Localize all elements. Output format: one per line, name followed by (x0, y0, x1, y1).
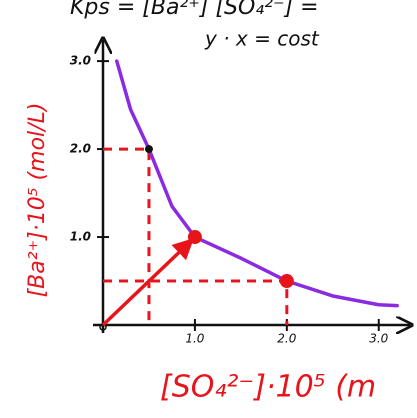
point (280, 274, 294, 288)
chart-subtitle: y · x = cost (204, 27, 320, 51)
x-tick-label: 2.0 (277, 332, 296, 346)
guide-line (103, 149, 149, 325)
x-tick-label: 1.0 (185, 332, 204, 346)
y-axis-label: [Ba²⁺]·10⁵ (mol/L) (25, 103, 50, 298)
point (145, 145, 153, 153)
point (188, 230, 202, 244)
y-tick-label: 1.0 (70, 230, 91, 244)
vector-arrow (103, 241, 191, 325)
y-tick-label: 3.0 (70, 54, 91, 68)
x-axis-label: [SO₄²⁻]·10⁵ (m (160, 370, 376, 405)
chart-title: Kps = [Ba²⁺] [SO₄²⁻] = (70, 0, 319, 20)
y-tick-label: 2.0 (70, 142, 91, 156)
curve (117, 61, 397, 306)
guide-line (103, 281, 287, 325)
page: {"chart_data": { "type": "line", "title"… (0, 0, 417, 418)
x-tick-label: 3.0 (369, 332, 388, 346)
chart: Kps = [Ba²⁺] [SO₄²⁻] = y · x = cost [Ba²… (0, 0, 417, 418)
